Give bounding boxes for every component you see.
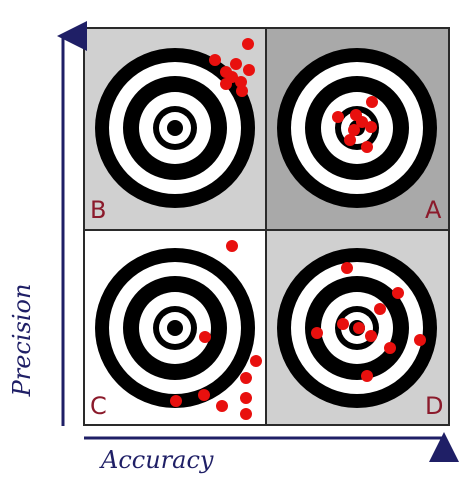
shot [348, 124, 360, 136]
shot [392, 287, 404, 299]
shot [220, 78, 232, 90]
quadrant-label-a: A [425, 196, 442, 224]
grid-border [83, 27, 450, 426]
shot [353, 322, 365, 334]
shot [240, 392, 252, 404]
shot [236, 85, 248, 97]
shot [374, 303, 386, 315]
shot [361, 370, 373, 382]
shot [198, 389, 210, 401]
quadrant-label-d: D [425, 392, 444, 420]
shot [243, 64, 255, 76]
shot [337, 318, 349, 330]
shot [365, 121, 377, 133]
target-b [95, 48, 255, 208]
shot [199, 331, 211, 343]
shot [344, 134, 356, 146]
shot [170, 395, 182, 407]
shot [361, 141, 373, 153]
shots-a [332, 96, 378, 153]
shot [235, 76, 247, 88]
shot [311, 327, 323, 339]
shot [332, 111, 344, 123]
shots-b [209, 38, 255, 97]
shot [240, 408, 252, 420]
shot [366, 96, 378, 108]
shot [216, 400, 228, 412]
shot [365, 330, 377, 342]
shot [414, 334, 426, 346]
shot [230, 58, 242, 70]
y-axis-label: Precision [8, 283, 36, 397]
shot [242, 38, 254, 50]
quadrant-label-c: C [90, 392, 107, 420]
shot [240, 372, 252, 384]
shot [226, 240, 238, 252]
shot [356, 116, 368, 128]
shot [341, 262, 353, 274]
shot [250, 355, 262, 367]
shots-c [170, 240, 262, 420]
shot [384, 342, 396, 354]
x-axis-label: Accuracy [101, 446, 214, 474]
shots-d [311, 262, 426, 382]
quadrant-label-b: B [90, 196, 107, 224]
target-c [95, 248, 255, 408]
shot [209, 54, 221, 66]
